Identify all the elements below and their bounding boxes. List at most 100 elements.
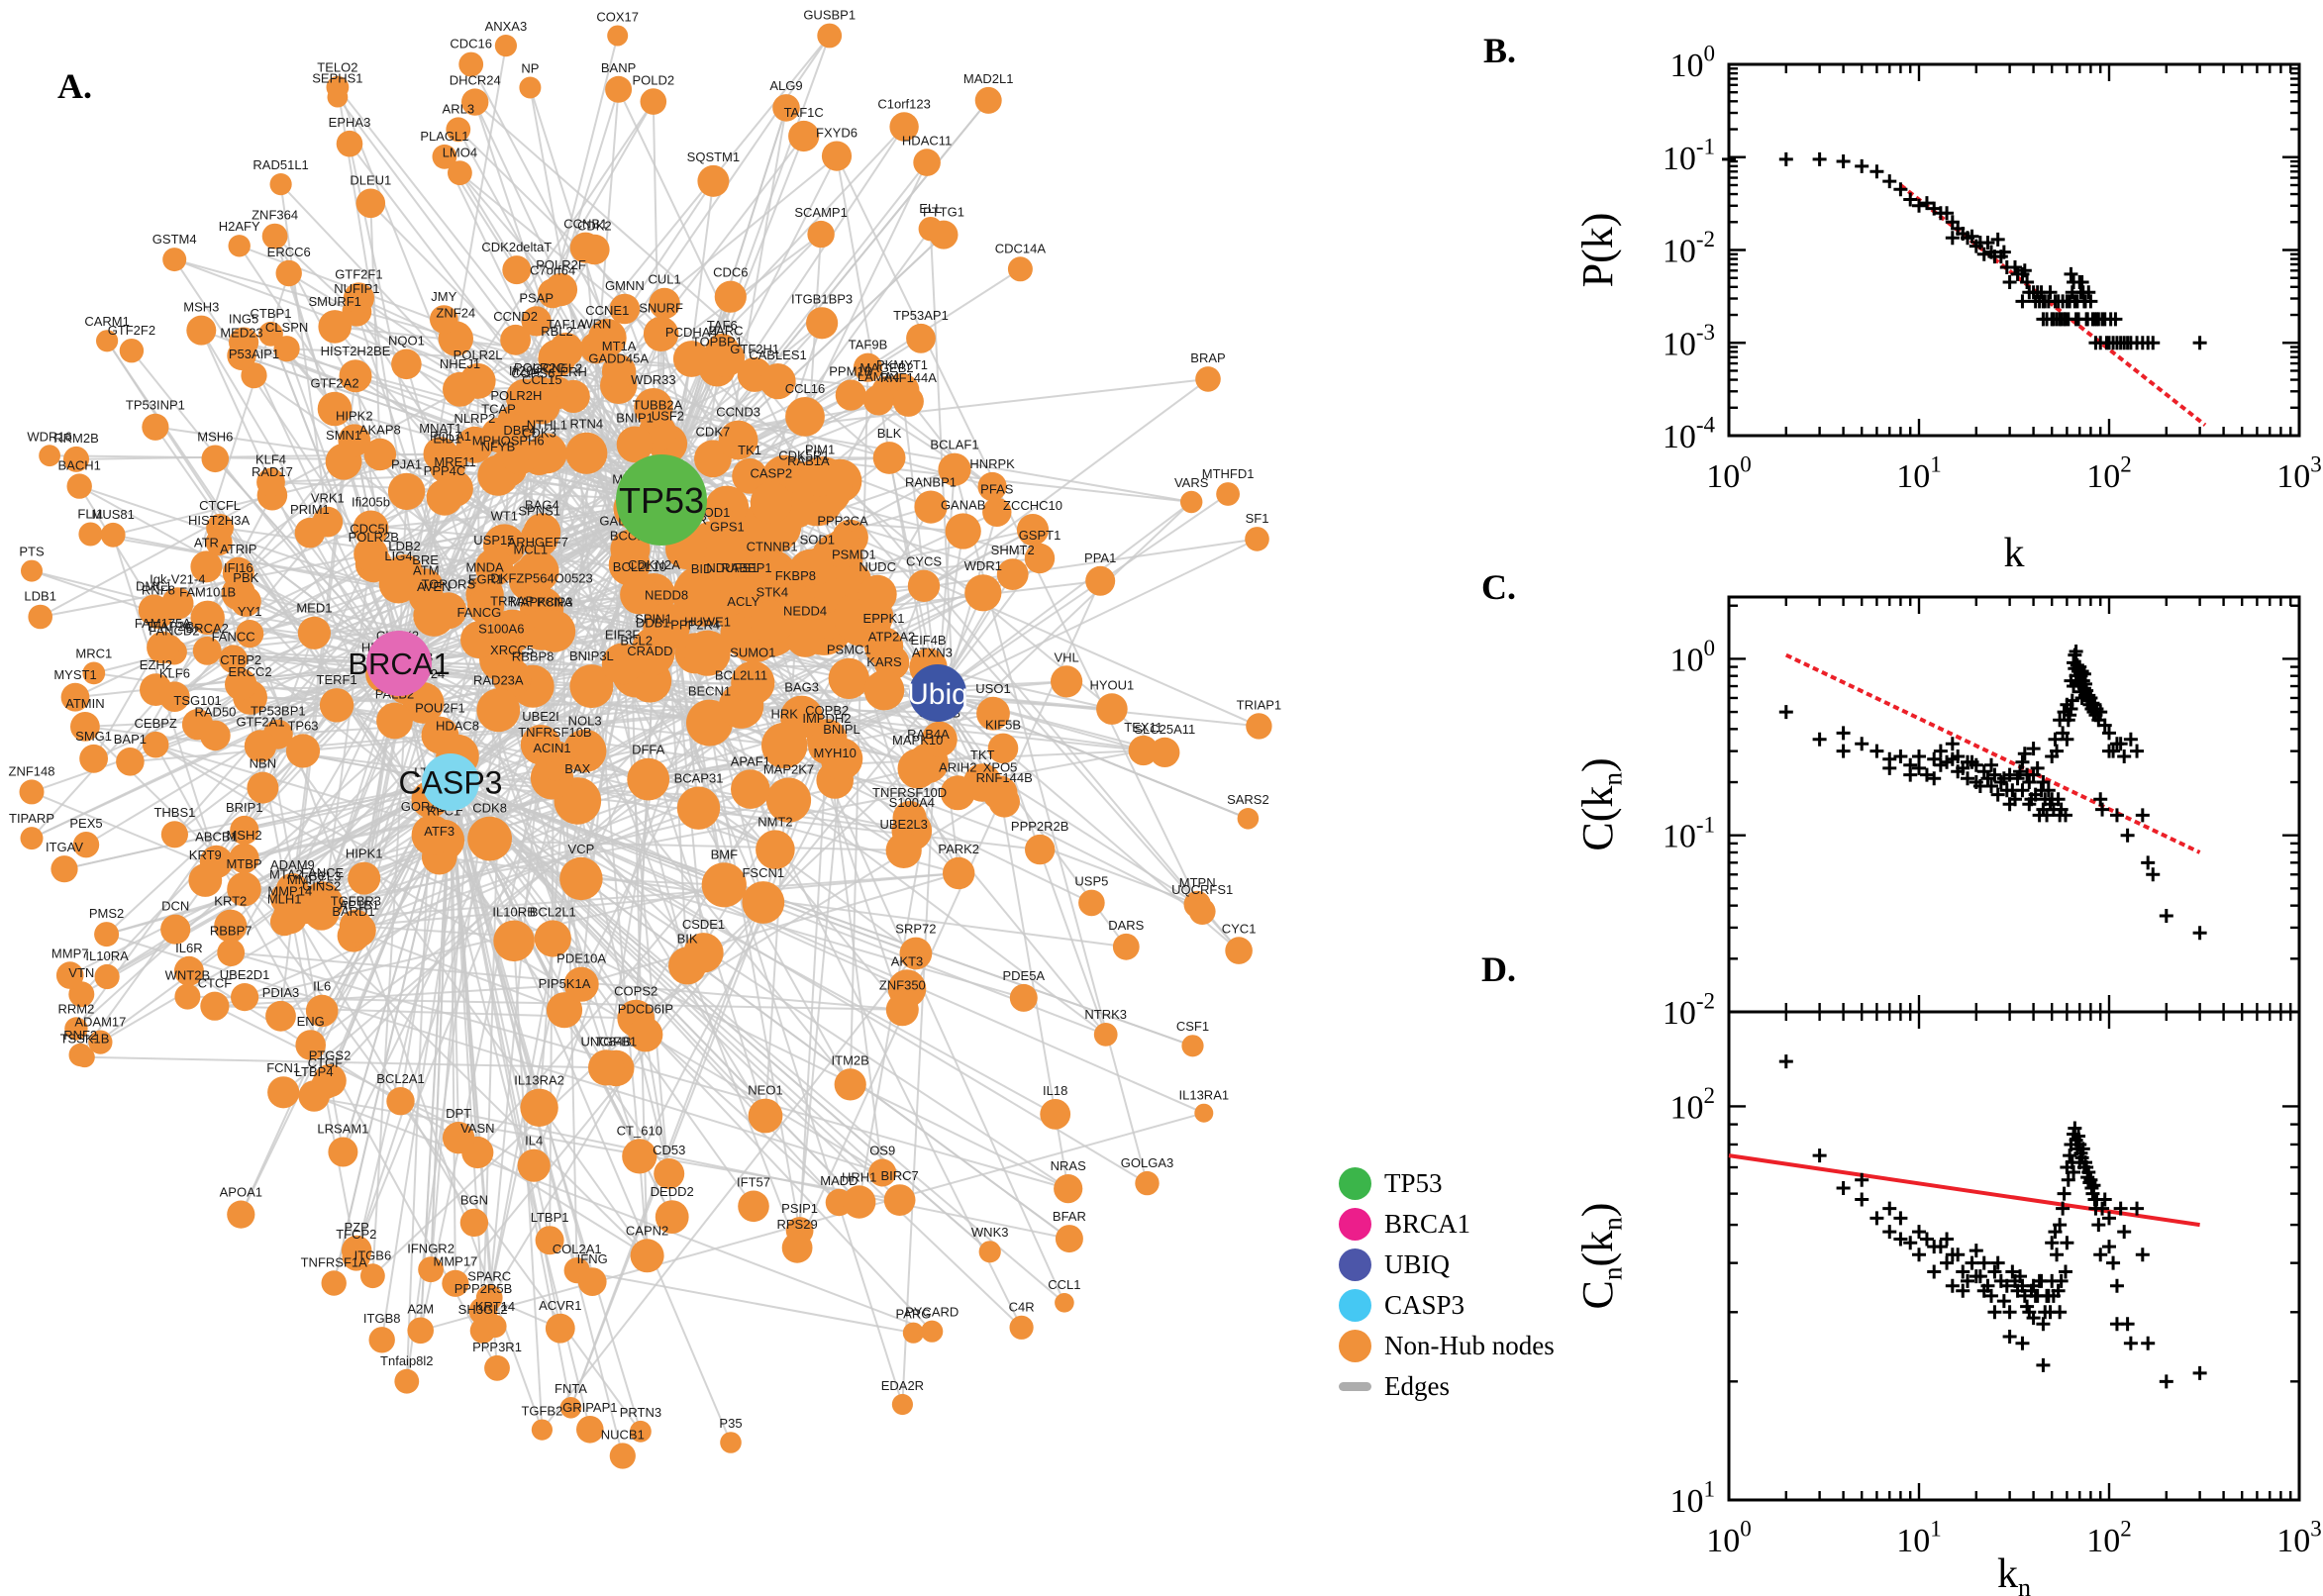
network-node	[643, 603, 690, 650]
network-node	[863, 669, 905, 711]
network-node-label: C4R	[1009, 1300, 1035, 1315]
network-node-label: CDKN2A	[628, 557, 680, 572]
network-node-label: HDAC11	[902, 133, 952, 148]
axis-tick-label: 101	[1896, 1517, 1942, 1559]
network-node-label: POLR2F	[536, 257, 586, 272]
network-node-label: P35	[719, 1416, 742, 1431]
network-node-label: GTF2A1	[236, 714, 284, 729]
network-node-label: SOD1	[800, 533, 835, 548]
network-node-label: CSF1	[1176, 1019, 1209, 1034]
network-node	[807, 220, 835, 249]
network-node-label: NRAS	[1051, 1158, 1086, 1173]
network-node	[494, 35, 517, 57]
network-node	[889, 112, 919, 142]
network-node-label: SNURF	[639, 301, 683, 316]
network-node-label: KRT14	[475, 1299, 515, 1314]
axis-label: Cn(kn)	[1573, 1203, 1628, 1310]
network-node	[862, 384, 894, 416]
network-node-label: DHCR24	[450, 72, 501, 87]
network-node-label: ATP2A2	[868, 630, 915, 645]
network-node	[921, 721, 958, 757]
network-node	[616, 426, 654, 463]
axis-tick-label: 10-3	[1663, 320, 1715, 362]
network-node-label: COPS6	[511, 366, 555, 381]
network-node	[455, 426, 493, 463]
network-node-label: CCL16	[785, 381, 825, 396]
network-node-label: RBBP7	[210, 923, 252, 938]
network-node-label: LRSAM1	[317, 1122, 368, 1137]
network-node	[285, 734, 321, 768]
network-node-label: NP	[521, 61, 539, 76]
network-node-label: S100A6	[478, 622, 524, 637]
network-node-label: WDR1	[964, 558, 1002, 573]
network-node	[706, 339, 746, 377]
network-node-label: CCNB1	[563, 217, 607, 232]
network-node	[474, 548, 514, 587]
network-node	[732, 457, 767, 494]
network-node-label: POLA1	[430, 429, 471, 444]
network-node	[186, 315, 217, 346]
axis-tick-label: 102	[1670, 1083, 1716, 1126]
network-node-label: POU2F1	[415, 701, 465, 716]
network-node	[899, 937, 933, 970]
network-node	[475, 1284, 503, 1312]
network-node-label: ARHGEF7	[508, 535, 568, 549]
axis-tick-label: 102	[2086, 1517, 2132, 1559]
network-node	[549, 332, 583, 367]
network-node-label: DBF4	[503, 423, 536, 438]
network-node-label: POLR2C	[514, 360, 565, 375]
network-node	[64, 1017, 88, 1041]
network-node	[39, 445, 60, 467]
network-node-label: ATMIN	[65, 696, 104, 711]
network-node-label: HYOU1	[1090, 677, 1135, 692]
network-node	[683, 933, 724, 973]
network-node	[461, 88, 489, 116]
network-node-label: CASP2	[750, 466, 792, 481]
network-node-label: WT1	[491, 508, 518, 523]
network-node-label: PSAP	[519, 290, 554, 305]
network-node	[421, 716, 459, 754]
node-color-swatch	[1339, 1207, 1371, 1241]
network-node	[160, 914, 191, 945]
network-node-label: MRE11	[434, 454, 475, 469]
network-node-label: VASN	[460, 1121, 494, 1136]
network-node-label: ZCCHC10	[1003, 498, 1062, 513]
network-node	[630, 1239, 664, 1273]
network-node-label: EPPK1	[863, 611, 905, 626]
network-node-label: RBBP8	[512, 649, 555, 664]
network-node-label: DPT	[446, 1106, 471, 1121]
network-node-label: UBE2I	[522, 709, 559, 724]
network-node-label: SLC25A11	[1134, 722, 1195, 737]
network-node-label: APOA1	[220, 1185, 262, 1200]
network-node-label: ANXA3	[485, 19, 528, 34]
network-node-label: PCDHA4	[665, 325, 718, 340]
network-node-label: MMP2	[287, 872, 325, 887]
network-node-label: MCL1	[513, 543, 548, 557]
network-node-label: FXYD6	[816, 126, 858, 141]
network-node	[748, 1098, 783, 1134]
network-node-label: STK4	[757, 585, 789, 600]
network-node-label: MYH10	[814, 746, 857, 760]
network-node-label: PDIA3	[262, 985, 300, 1000]
network-node	[1078, 889, 1105, 917]
legend: TP53 BRCA1 UBIQ CASP3 Non-Hub nodes Edges	[1339, 1166, 1555, 1403]
network-node-label: NUCB1	[601, 1427, 645, 1442]
network-node-label: MTHFD1	[1202, 466, 1255, 481]
network-node-label: POLD2	[632, 72, 674, 87]
network-node-label: BMF	[711, 847, 739, 861]
network-node-label: CCND2	[493, 309, 538, 324]
network-node-label: TGFB2	[521, 1404, 562, 1419]
network-node	[230, 815, 259, 846]
network-node	[426, 478, 463, 516]
network-node-label: CEBPZ	[135, 716, 177, 731]
network-node	[938, 452, 971, 486]
network-node-label: BAX	[564, 761, 590, 776]
node-color-swatch	[1339, 1247, 1371, 1281]
network-node	[649, 287, 680, 320]
network-node-label: CTCF	[198, 976, 233, 991]
legend-item-tp53: TP53	[1339, 1166, 1555, 1200]
network-node	[1016, 514, 1050, 547]
scatter-points	[1778, 1054, 2207, 1389]
network-node-label: POLR2L	[454, 348, 503, 362]
network-node-label: PPA1	[1084, 550, 1116, 565]
